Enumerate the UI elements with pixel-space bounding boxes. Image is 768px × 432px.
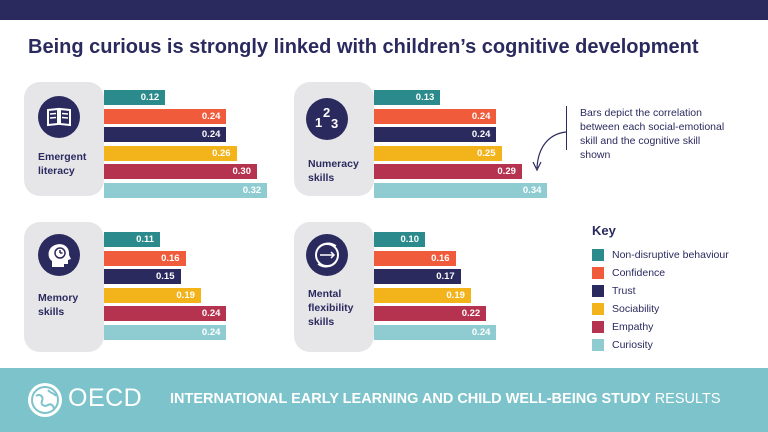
bar <box>104 325 227 340</box>
svg-text:3: 3 <box>331 116 338 131</box>
svg-text:2: 2 <box>323 105 330 120</box>
bar-value-label: 0.24 <box>201 110 221 122</box>
bar <box>374 287 471 303</box>
bar <box>374 145 502 161</box>
bar-value-label: 0.25 <box>477 147 496 159</box>
oecd-logo-text: OECD <box>68 384 143 412</box>
bar-value-label: 0.16 <box>161 252 180 264</box>
bar-value-label: 0.16 <box>431 252 450 264</box>
skill-label-numeracy-skills: Numeracy skills <box>308 158 359 184</box>
bar-value-label: 0.10 <box>400 234 420 245</box>
annotation-text: Bars depict the correlation between each… <box>580 107 725 161</box>
key-swatch <box>592 339 604 351</box>
bar <box>104 108 227 124</box>
page-title: Being curious is strongly linked with ch… <box>28 36 699 58</box>
bar <box>374 164 522 180</box>
skill-label-emergent-literacy: Emergent literacy <box>38 151 87 177</box>
footer-study-light: RESULTS <box>654 391 721 407</box>
annotation-line <box>566 106 567 150</box>
skill-label-memory-skills: Memory skills <box>38 292 79 318</box>
key-swatch <box>592 249 604 261</box>
brain-cycle-icon <box>306 234 348 276</box>
oecd-globe-icon <box>28 383 62 417</box>
key-label: Curiosity <box>612 339 653 351</box>
bar <box>104 183 268 198</box>
bar-value-label: 0.32 <box>242 185 262 196</box>
bar-value-label: 0.24 <box>471 129 491 141</box>
footer-study-bold: INTERNATIONAL EARLY LEARNING AND CHILD W… <box>170 391 651 407</box>
bar <box>104 250 186 266</box>
key-title: Key <box>592 223 616 238</box>
skill-label-mental-flexibility-skills: Mental flexibility skills <box>308 288 354 328</box>
bar <box>104 90 166 105</box>
bar-value-label: 0.13 <box>415 92 435 103</box>
key-swatch <box>592 267 604 279</box>
bar <box>374 250 456 266</box>
key-label: Empathy <box>612 321 654 333</box>
annotation-arrow-icon <box>532 131 567 172</box>
bar-value-label: 0.11 <box>136 234 155 245</box>
bar-value-label: 0.30 <box>232 166 252 178</box>
bar-value-label: 0.26 <box>212 147 231 159</box>
key-swatch <box>592 303 604 315</box>
head-icon <box>38 234 80 276</box>
key-label: Confidence <box>612 267 666 279</box>
key-label: Trust <box>612 285 636 297</box>
bar <box>374 306 487 322</box>
bar-value-label: 0.15 <box>156 271 175 283</box>
top-bar <box>0 0 768 20</box>
bar <box>374 232 425 247</box>
bar-value-label: 0.24 <box>471 110 491 122</box>
bar-value-label: 0.29 <box>497 166 516 178</box>
bar <box>104 145 237 161</box>
footer-study-title: INTERNATIONAL EARLY LEARNING AND CHILD W… <box>170 391 721 407</box>
bar <box>374 325 497 340</box>
bar <box>104 164 257 180</box>
key-swatch <box>592 285 604 297</box>
bar-value-label: 0.24 <box>201 308 221 320</box>
bar-value-label: 0.34 <box>522 185 542 196</box>
bar <box>104 306 227 322</box>
svg-text:1: 1 <box>315 115 322 130</box>
bar-value-label: 0.19 <box>446 289 465 301</box>
bar <box>374 269 461 285</box>
bar-value-label: 0.17 <box>436 271 455 283</box>
bar-value-label: 0.19 <box>176 289 195 301</box>
key-label: Sociability <box>612 303 660 315</box>
footer-banner <box>0 368 768 432</box>
book-icon <box>38 96 80 138</box>
bar <box>374 127 497 143</box>
bar <box>374 108 497 124</box>
bar-value-label: 0.24 <box>201 327 221 338</box>
bar <box>104 127 227 143</box>
bar-value-label: 0.24 <box>471 327 491 338</box>
bar <box>104 269 181 285</box>
key-label: Non-disruptive behaviour <box>612 249 729 261</box>
bar-value-label: 0.24 <box>201 129 221 141</box>
bar <box>374 183 548 198</box>
bar <box>104 287 201 303</box>
bar-value-label: 0.22 <box>461 308 481 320</box>
numbers-icon: 1 2 3 <box>306 98 348 140</box>
bar-value-label: 0.12 <box>140 92 160 103</box>
key-swatch <box>592 321 604 333</box>
bar <box>104 232 161 247</box>
bar <box>374 90 441 105</box>
